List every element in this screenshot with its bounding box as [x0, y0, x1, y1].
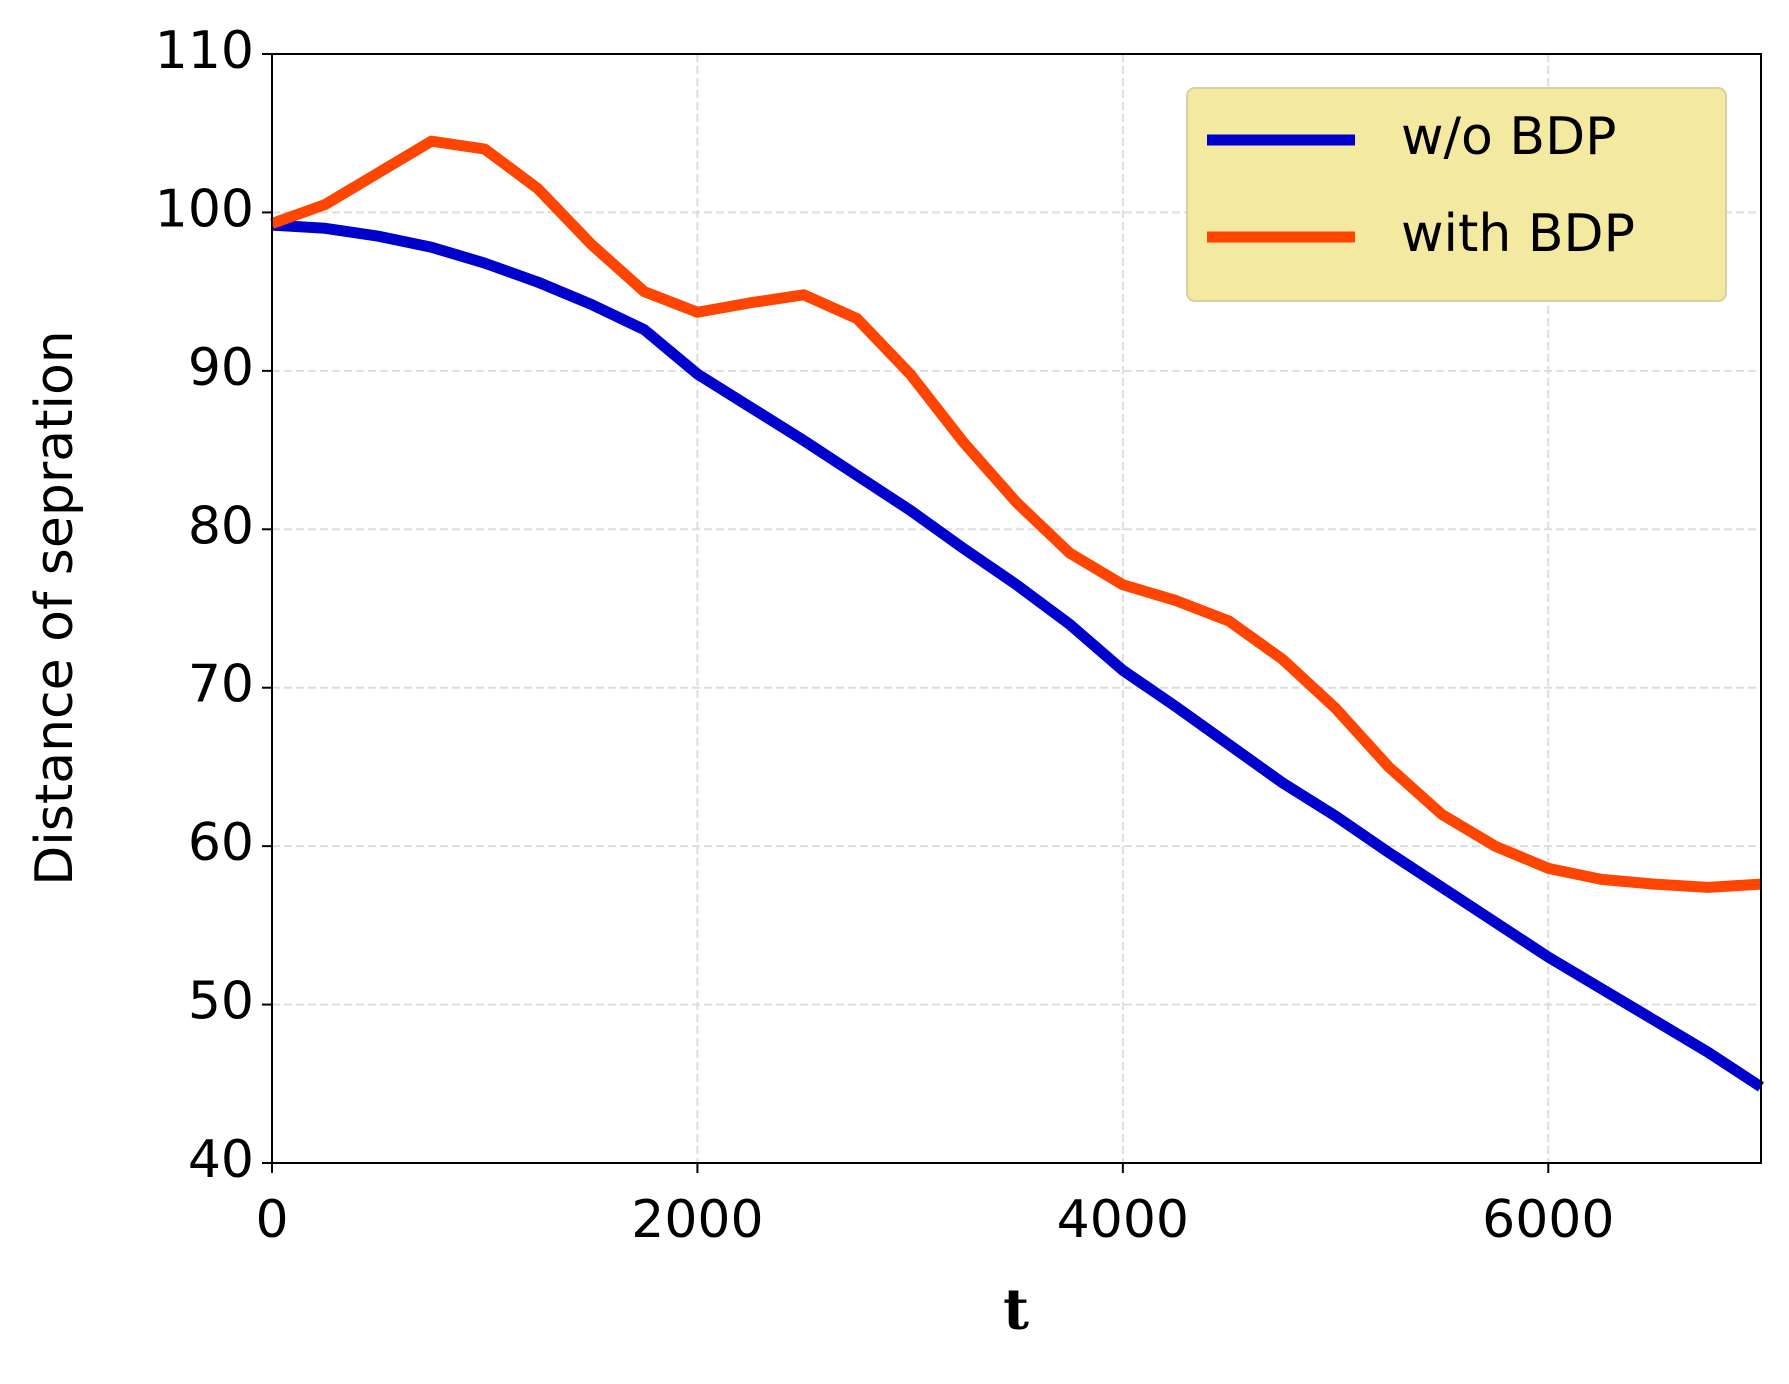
- x-tick-label: 6000: [1482, 1190, 1614, 1250]
- y-tick-label: 80: [188, 496, 254, 556]
- legend-label: w/o BDP: [1401, 107, 1616, 167]
- y-tick-label: 100: [155, 179, 254, 239]
- x-axis-label: t: [1003, 1277, 1029, 1343]
- x-tick-label: 0: [255, 1190, 288, 1250]
- plot-frame: [271, 53, 1762, 1164]
- x-tick-label: 4000: [1057, 1190, 1189, 1250]
- y-axis-label: Distance of sepration: [25, 330, 85, 886]
- y-tick-label: 70: [188, 655, 254, 715]
- y-tick-label: 90: [188, 338, 254, 398]
- y-tick-label: 60: [188, 813, 254, 873]
- series-line: [270, 135, 1762, 893]
- series-line: [271, 219, 1765, 1092]
- legend-label: with BDP: [1401, 204, 1635, 264]
- y-tick-label: 50: [188, 972, 254, 1032]
- y-tick-label: 40: [188, 1130, 254, 1190]
- y-tick-label: 110: [155, 21, 254, 81]
- x-tick-label: 2000: [631, 1190, 763, 1250]
